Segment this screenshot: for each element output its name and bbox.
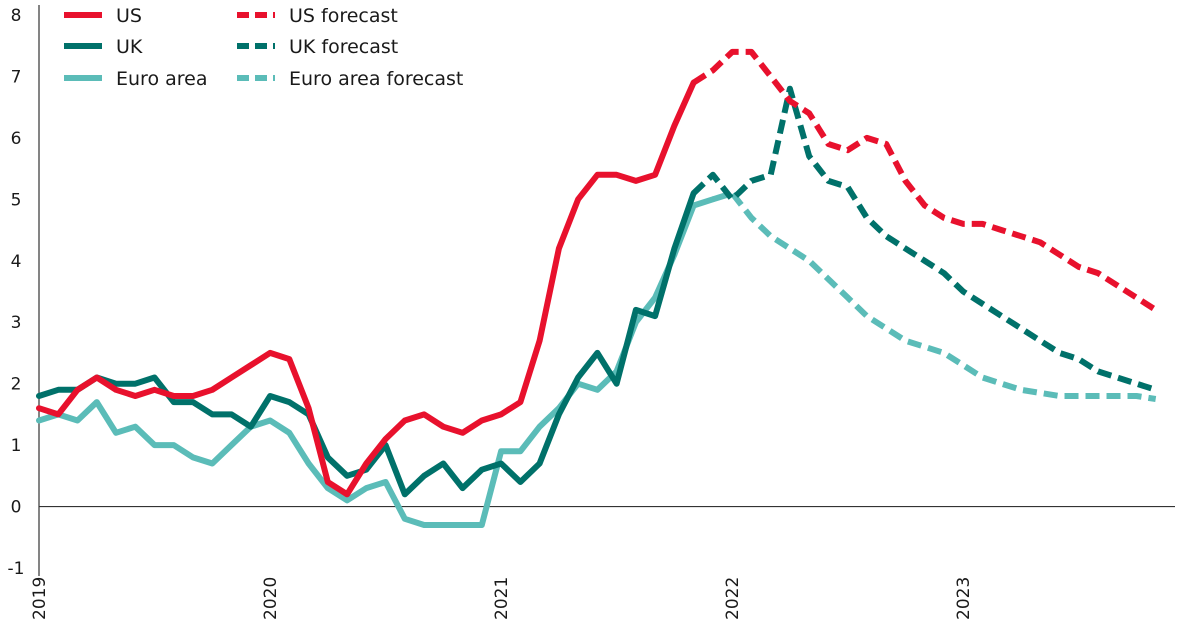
y-tick-label: 6 (11, 129, 22, 149)
series-line-us (36, 79, 697, 498)
chart-legend: US UK Euro area US forecast UK forecast Euro … (64, 5, 463, 90)
legend-label-euro-area: Euro area (116, 68, 207, 90)
x-tick-label: 2023 (954, 577, 974, 620)
chart-series (36, 48, 1158, 528)
x-tick-label: 2021 (492, 577, 512, 620)
legend-label-uk-forecast: UK forecast (289, 36, 398, 58)
chart-axes: -1 0 1 2 3 4 5 6 7 8 2019 2020 2021 2022 2023 (8, 5, 1175, 620)
legend-label-euro-area-forecast: Euro area forecast (289, 68, 463, 90)
y-tick-label: 7 (11, 67, 22, 87)
y-tick-label: 8 (11, 6, 22, 26)
y-tick-label: 5 (11, 190, 22, 210)
series-line-uk-forecast (691, 85, 1157, 393)
series-line-euro-area-forecast (711, 190, 1157, 402)
legend-label-uk: UK (116, 36, 143, 58)
series-line-euro-area (36, 196, 716, 528)
series-line-uk (36, 190, 697, 498)
series-line-us-forecast (691, 48, 1158, 313)
y-tick-label: 4 (11, 252, 22, 272)
x-tick-label: 2019 (30, 577, 50, 620)
y-tick-label: 1 (11, 436, 22, 456)
x-tick-label: 2022 (723, 577, 743, 620)
legend-label-us-forecast: US forecast (289, 5, 398, 27)
y-tick-label: -1 (8, 559, 25, 579)
y-tick-label: 2 (11, 375, 22, 395)
y-tick-label: 0 (11, 498, 22, 518)
x-tick-label: 2020 (261, 577, 281, 620)
y-tick-label: 3 (11, 313, 22, 333)
legend-label-us: US (116, 5, 142, 27)
